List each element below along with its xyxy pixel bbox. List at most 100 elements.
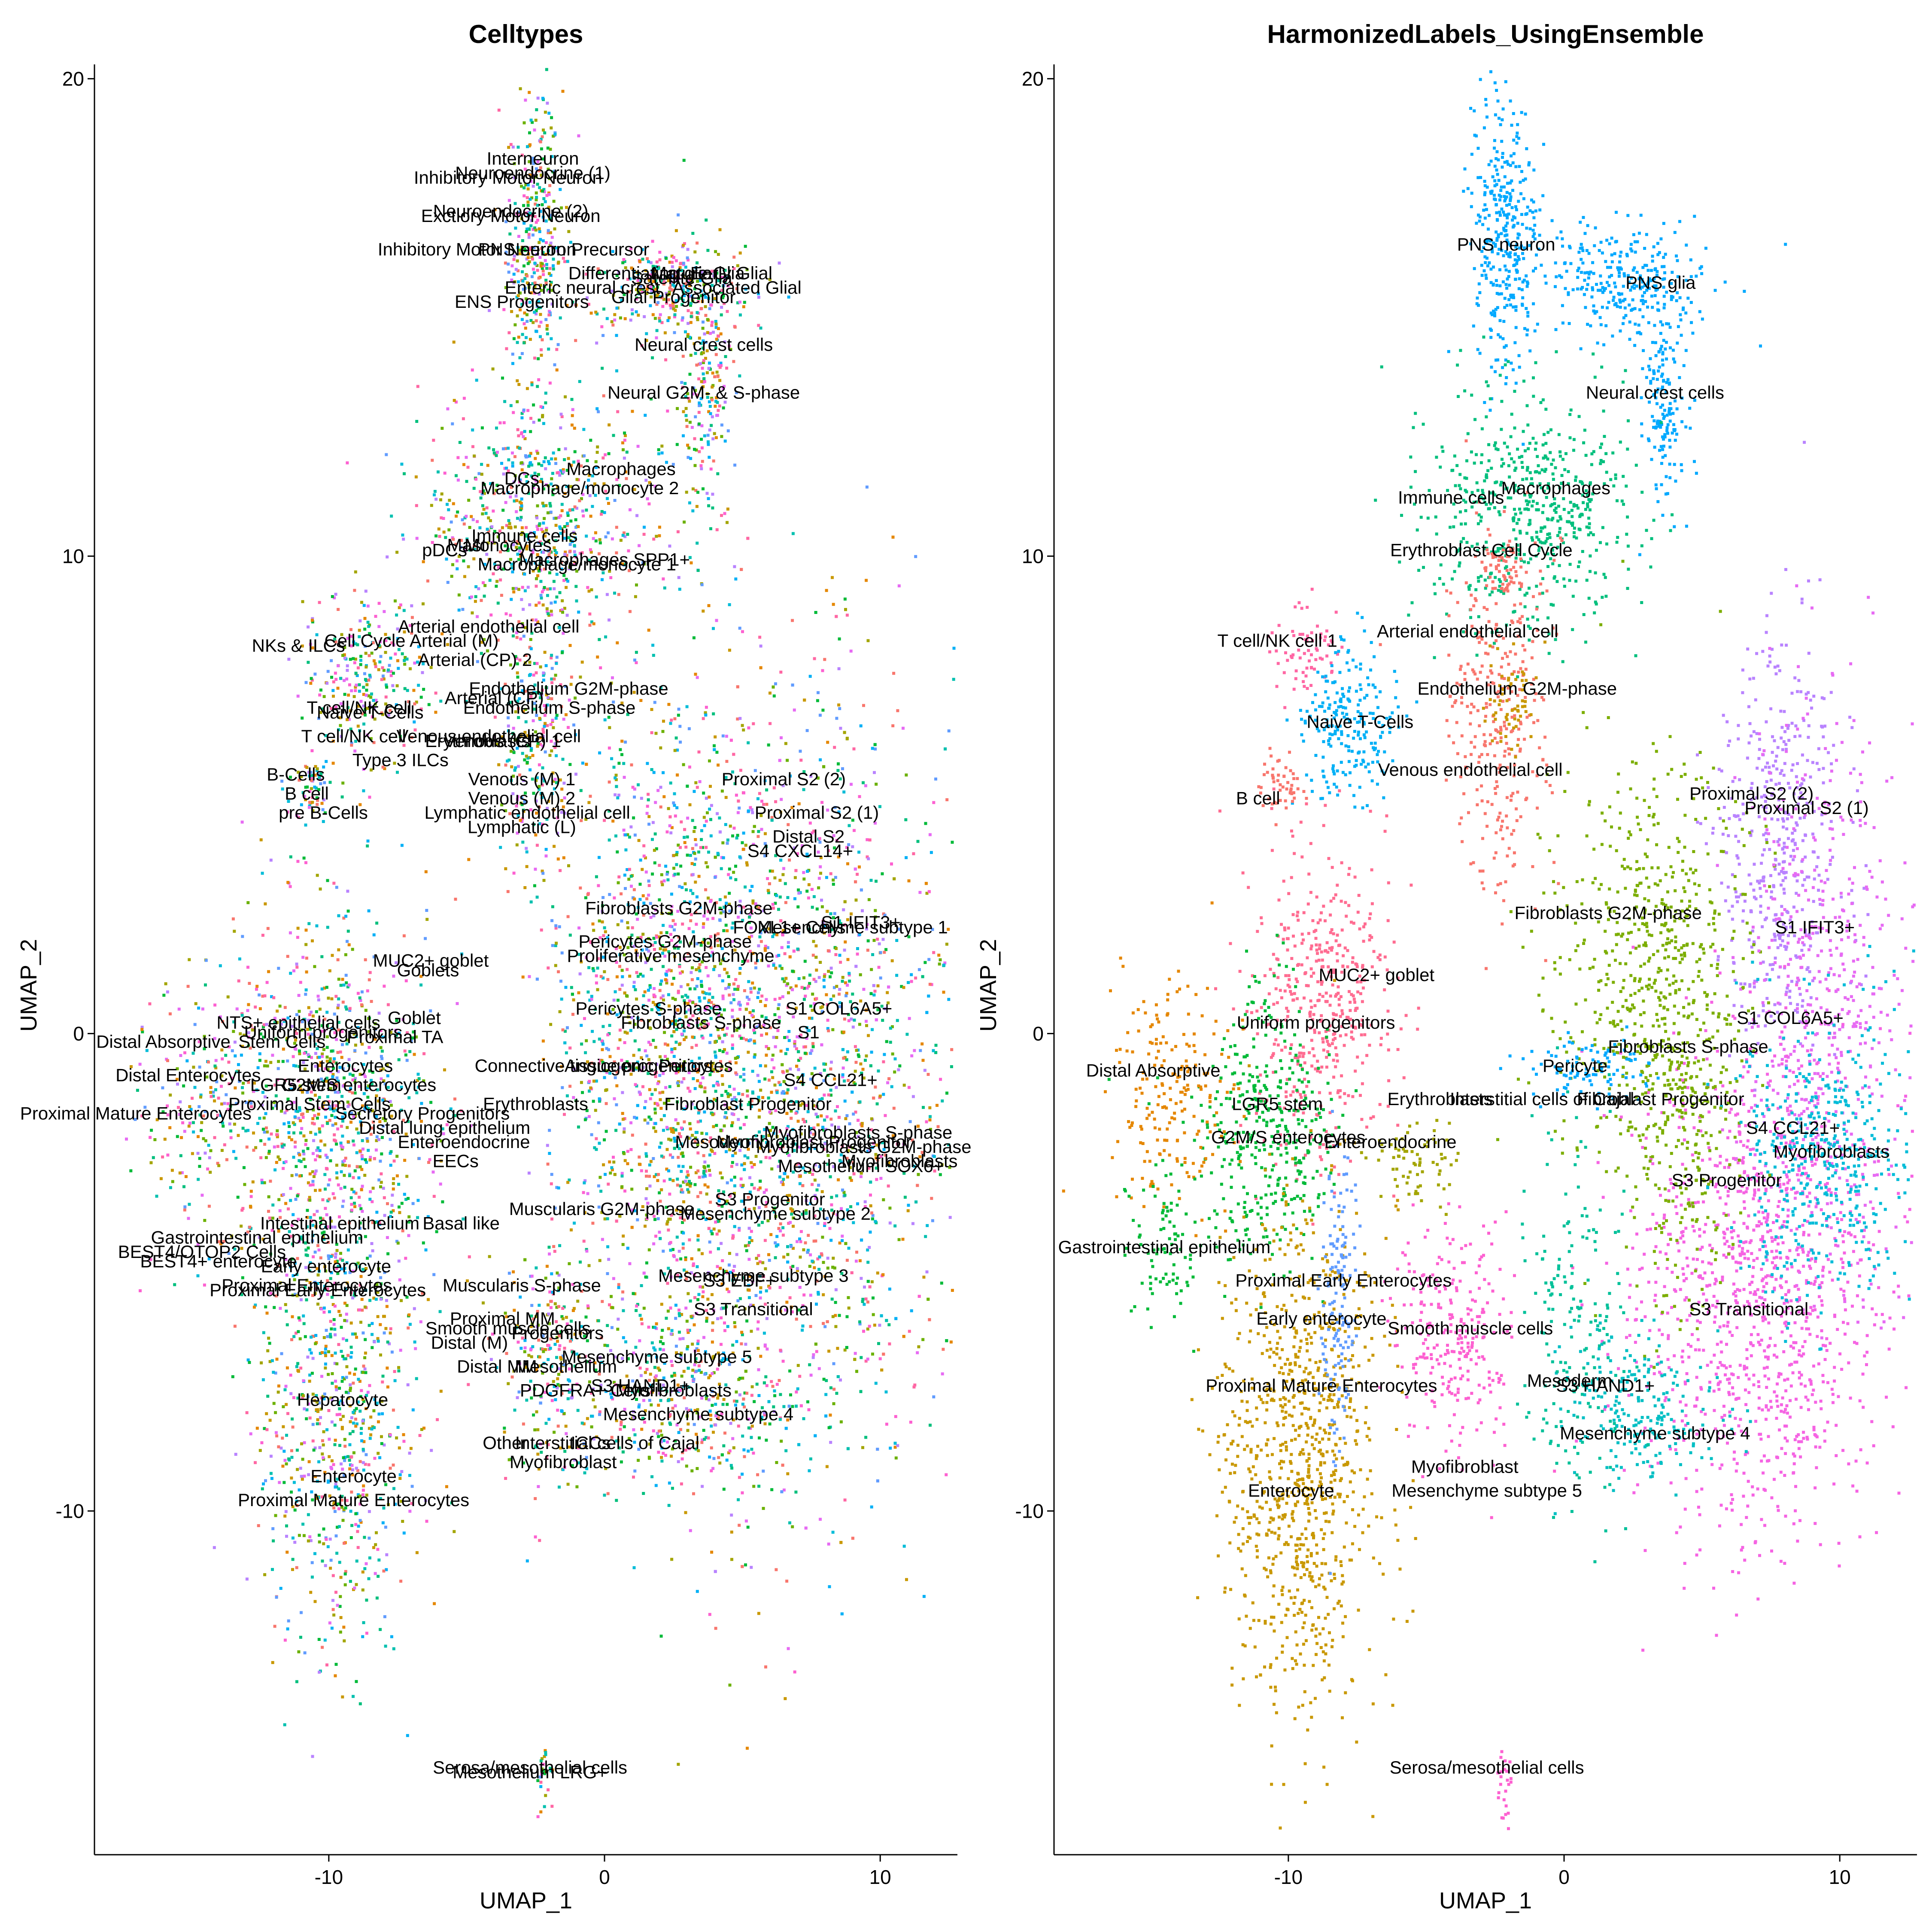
umap-point <box>311 796 314 799</box>
umap-point <box>871 1028 874 1031</box>
umap-point <box>550 749 553 753</box>
umap-point <box>641 1066 645 1069</box>
umap-point <box>577 1125 580 1129</box>
umap-point <box>623 1159 627 1162</box>
umap-point <box>552 808 555 811</box>
umap-point <box>714 297 717 300</box>
umap-point <box>544 722 547 725</box>
umap-point <box>669 283 673 287</box>
umap-point <box>538 805 541 808</box>
umap-point <box>696 569 700 572</box>
umap-point <box>643 990 647 993</box>
umap-point <box>885 1422 888 1426</box>
umap-point <box>582 1422 586 1425</box>
umap-point <box>524 249 527 252</box>
umap-point <box>652 1157 655 1160</box>
umap-point <box>550 482 553 486</box>
umap-point <box>846 1447 850 1450</box>
umap-point <box>611 1397 614 1400</box>
umap-point <box>907 879 911 883</box>
umap-point <box>516 259 519 263</box>
umap-point <box>845 1157 849 1160</box>
umap-point <box>518 356 522 359</box>
umap-point <box>598 1410 601 1413</box>
umap-point <box>726 1095 730 1098</box>
umap-point <box>611 819 615 823</box>
umap-point <box>555 662 558 665</box>
umap-point <box>529 808 532 811</box>
umap-point <box>554 516 558 520</box>
umap-point <box>802 1118 805 1121</box>
umap-point <box>758 1024 761 1027</box>
umap-point <box>690 295 694 298</box>
umap-point <box>878 1357 882 1361</box>
umap-point <box>701 1285 704 1289</box>
umap-point <box>586 1192 589 1195</box>
umap-point <box>929 1115 932 1118</box>
umap-point <box>724 1202 728 1205</box>
umap-point <box>852 1221 855 1224</box>
umap-point <box>536 504 539 507</box>
umap-point <box>316 803 319 806</box>
umap-point <box>529 562 532 565</box>
umap-point <box>488 579 492 582</box>
umap-point <box>671 289 674 292</box>
umap-point <box>807 883 811 887</box>
umap-point <box>602 934 605 937</box>
umap-point <box>309 771 313 774</box>
umap-point <box>746 1138 749 1142</box>
umap-point <box>589 438 592 442</box>
umap-point <box>585 956 588 959</box>
umap-point <box>538 522 541 526</box>
umap-point <box>532 1317 535 1321</box>
umap-point <box>810 1049 814 1052</box>
umap-point <box>711 437 715 440</box>
umap-point <box>844 608 847 611</box>
umap-point <box>368 674 371 677</box>
umap-point <box>600 325 604 328</box>
umap-point <box>507 262 510 266</box>
umap-point <box>862 1330 865 1333</box>
umap-point <box>395 614 398 617</box>
umap-point <box>631 312 634 316</box>
umap-point <box>553 778 557 781</box>
umap-point <box>574 696 577 700</box>
umap-point <box>550 155 554 158</box>
umap-point <box>548 267 552 270</box>
umap-point <box>793 1042 796 1045</box>
umap-point <box>346 461 349 465</box>
umap-point <box>578 552 582 555</box>
umap-point <box>696 300 700 303</box>
umap-point <box>572 1096 575 1099</box>
umap-point <box>462 417 465 420</box>
umap-point <box>537 357 540 361</box>
umap-point <box>629 508 632 511</box>
umap-point <box>817 1184 820 1187</box>
umap-point <box>700 294 703 298</box>
umap-point <box>526 480 529 483</box>
umap-point <box>345 677 349 681</box>
umap-point <box>471 428 474 431</box>
umap-point <box>701 1438 704 1442</box>
umap-point <box>769 1026 772 1030</box>
umap-point <box>914 555 917 558</box>
umap-point <box>768 1149 772 1153</box>
umap-point <box>784 1308 787 1312</box>
umap-point <box>531 282 535 286</box>
umap-point <box>787 1647 790 1650</box>
umap-point <box>743 1405 746 1409</box>
umap-point <box>401 652 404 656</box>
umap-point <box>281 787 284 791</box>
umap-point <box>826 808 829 812</box>
umap-point <box>524 791 527 795</box>
umap-point <box>845 1346 848 1349</box>
umap-point <box>805 1026 808 1030</box>
umap-point <box>808 1469 811 1473</box>
umap-point <box>660 1188 663 1191</box>
umap-point <box>682 410 685 413</box>
umap-point <box>545 267 549 270</box>
umap-point <box>732 826 736 830</box>
umap-point <box>636 975 640 978</box>
umap-point <box>834 876 837 879</box>
umap-point <box>541 216 545 219</box>
